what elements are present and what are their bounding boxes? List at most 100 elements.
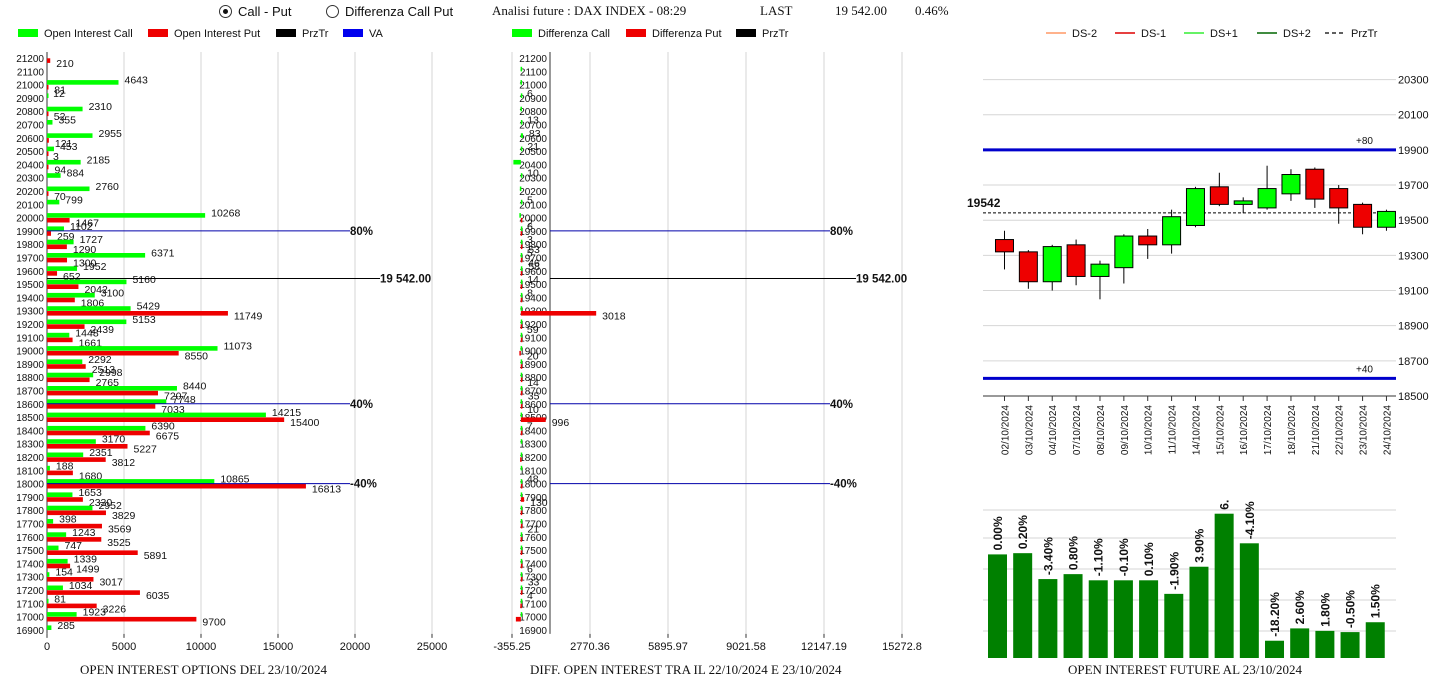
strike-label: 18900 — [16, 360, 44, 371]
y-tick-label: 20300 — [1398, 75, 1429, 87]
future-oi-bar — [1265, 640, 1285, 658]
open-interest-options-chart: Open Interest Call Open Interest Put PrzTr… — [16, 28, 447, 652]
x-tick-label: 12147.19 — [801, 641, 847, 652]
put-bar — [47, 417, 285, 422]
marker-label: 80% — [830, 226, 853, 238]
call-bar — [47, 253, 146, 258]
call-bar — [47, 266, 78, 271]
call-bar — [47, 159, 81, 165]
call-bar — [47, 133, 93, 138]
candle-body — [1233, 200, 1253, 205]
call-bar — [47, 572, 50, 577]
call-bar — [47, 93, 49, 98]
call-bar — [520, 346, 523, 351]
strike-label: 20900 — [16, 94, 44, 105]
strike-label: 19700 — [16, 254, 44, 265]
strike-label: 21200 — [16, 54, 44, 65]
future-oi-bar — [988, 554, 1007, 658]
call-bar — [47, 359, 83, 364]
call-bar — [513, 159, 521, 165]
call-bar — [47, 319, 127, 325]
call-value-label: 1034 — [69, 580, 93, 592]
strike-label: 20800 — [16, 107, 44, 118]
y-tick-label: 19500 — [1398, 215, 1429, 227]
candle-body — [1185, 188, 1205, 226]
legend-label: DS-1 — [1141, 28, 1166, 40]
call-value-label: 10 — [527, 168, 539, 180]
marker-label: 80% — [350, 226, 373, 238]
strike-label: 21000 — [16, 81, 44, 92]
strike-label: 19500 — [519, 280, 547, 291]
strike-label: 21100 — [520, 67, 548, 78]
call-bar — [520, 93, 523, 98]
legend-label: DS+1 — [1210, 28, 1238, 40]
call-bar — [47, 120, 53, 125]
strike-label: 18200 — [519, 453, 547, 464]
candle-body — [1209, 186, 1229, 205]
radio-unselected-icon[interactable] — [326, 5, 339, 18]
date-label: 18/10/2024 — [1287, 405, 1298, 455]
strike-label: 17100 — [16, 599, 44, 610]
strike-label: 17200 — [519, 586, 547, 597]
call-bar — [520, 399, 523, 404]
put-value-label: 2513 — [92, 364, 116, 376]
chart1-title: OPEN INTEREST OPTIONS DEL 23/10/2024 — [80, 662, 327, 677]
future-oi-label: -0.50% — [1344, 590, 1358, 628]
call-value-label: 8440 — [183, 381, 207, 393]
call-value-label: 2292 — [88, 354, 112, 366]
call-bar — [47, 425, 146, 431]
call-bar — [520, 558, 523, 564]
call-value-label: 799 — [65, 194, 83, 206]
strike-label: 20300 — [519, 174, 547, 185]
put-value-label: 3226 — [103, 603, 127, 615]
put-bar — [47, 111, 49, 117]
call-bar — [520, 239, 523, 245]
radio-diff[interactable]: Differenza Call Put — [326, 4, 453, 19]
put-value-label: 20 — [527, 351, 539, 363]
y-tick-label: 19100 — [1398, 286, 1429, 298]
strike-label: 20900 — [519, 94, 547, 105]
y-tick-label: 18500 — [1398, 391, 1429, 403]
call-bar — [520, 465, 523, 471]
call-value-label: 81 — [54, 593, 66, 605]
call-value-label: 884 — [67, 168, 85, 180]
radio-selected-icon[interactable] — [219, 5, 232, 18]
call-bar — [47, 80, 119, 85]
put-value-label: 121 — [55, 138, 73, 150]
strike-label: 18500 — [16, 413, 44, 424]
call-value-label: 3170 — [102, 434, 126, 446]
call-value-label: 1243 — [72, 527, 96, 539]
put-value-label: 15400 — [290, 417, 319, 429]
strike-label: 18700 — [519, 387, 547, 398]
strike-label: 20400 — [16, 160, 44, 171]
future-oi-label: 0.20% — [1016, 515, 1030, 549]
call-value-label: 154 — [55, 567, 73, 579]
legend-label: DS-2 — [1072, 28, 1097, 40]
radio-call-put[interactable]: Call - Put — [219, 4, 291, 19]
call-bar — [520, 226, 523, 231]
strike-label: 21100 — [17, 67, 45, 78]
call-value-label: 7 — [527, 420, 533, 432]
call-bar — [520, 253, 523, 258]
future-oi-label: 1.50% — [1369, 584, 1383, 618]
future-oi-label: 3.90% — [1192, 528, 1206, 562]
candle-body — [1305, 168, 1325, 200]
lower-level-label: +40 — [1356, 364, 1373, 375]
call-value-label: 2351 — [89, 447, 113, 459]
put-value-label: 3829 — [112, 510, 136, 522]
call-bar — [520, 598, 523, 604]
candle-body — [1090, 263, 1110, 277]
date-label: 11/10/2024 — [1168, 405, 1179, 455]
strike-label: 18800 — [16, 373, 44, 384]
call-bar — [520, 492, 523, 497]
date-label: 02/10/2024 — [1000, 405, 1011, 455]
call-value-label: 58 — [528, 261, 540, 273]
x-tick-label: 5000 — [112, 641, 136, 652]
call-bar — [47, 386, 177, 391]
legend-swatch — [626, 29, 646, 37]
strike-label: 19900 — [519, 227, 547, 238]
call-bar — [47, 292, 95, 298]
chart4-title: OPEN INTEREST FUTURE AL 23/10/2024 — [1068, 662, 1303, 677]
call-value-label: 13 — [527, 115, 539, 127]
strike-label: 20300 — [16, 174, 44, 185]
